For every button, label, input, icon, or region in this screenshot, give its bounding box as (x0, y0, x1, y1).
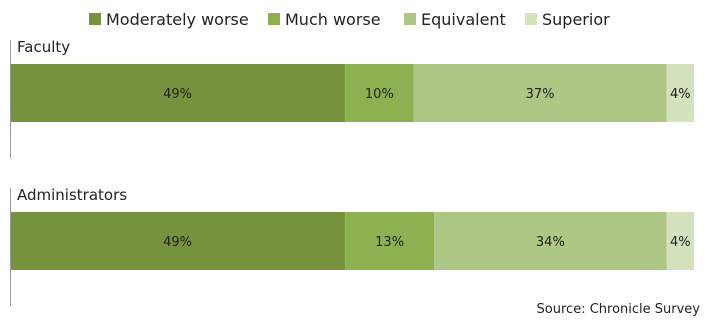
legend-swatch-equivalent (404, 13, 416, 25)
source-note: Source: Chronicle Survey (536, 302, 700, 317)
legend-swatch-much-worse (268, 13, 280, 25)
data-label-administrators-equivalent: 34% (536, 235, 565, 250)
data-label-administrators-much-worse: 13% (375, 235, 404, 250)
legend: Moderately worse Much worse Equivalent Supe… (89, 10, 610, 29)
legend-label-equivalent: Equivalent (421, 10, 506, 29)
bar-faculty-moderately-worse (10, 64, 346, 122)
bar-administrators-much-worse (345, 212, 435, 270)
data-label-administrators-moderately-worse: 49% (163, 235, 192, 250)
legend-swatch-superior (525, 13, 537, 25)
legend-label-much-worse: Much worse (285, 10, 381, 29)
bar-administrators-superior (666, 212, 694, 270)
bar-groups: Faculty 49% 10% 37% 4% Administrators 49% 13% 34… (10, 38, 694, 306)
legend-label-moderately-worse: Moderately worse (106, 10, 249, 29)
bar-faculty-much-worse (345, 64, 414, 122)
group-label-administrators: Administrators (17, 186, 127, 204)
bar-administrators-moderately-worse (10, 212, 346, 270)
bar-administrators-equivalent (434, 212, 667, 270)
data-label-faculty-equivalent: 37% (526, 87, 555, 102)
data-label-faculty-superior: 4% (670, 87, 691, 102)
bar-faculty-superior (666, 64, 694, 122)
legend-swatch-moderately-worse (89, 13, 101, 25)
data-label-faculty-much-worse: 10% (365, 87, 394, 102)
data-label-faculty-moderately-worse: 49% (163, 87, 192, 102)
data-label-administrators-superior: 4% (670, 235, 691, 250)
bar-faculty-equivalent (413, 64, 667, 122)
legend-label-superior: Superior (542, 10, 610, 29)
group-label-faculty: Faculty (17, 38, 70, 56)
